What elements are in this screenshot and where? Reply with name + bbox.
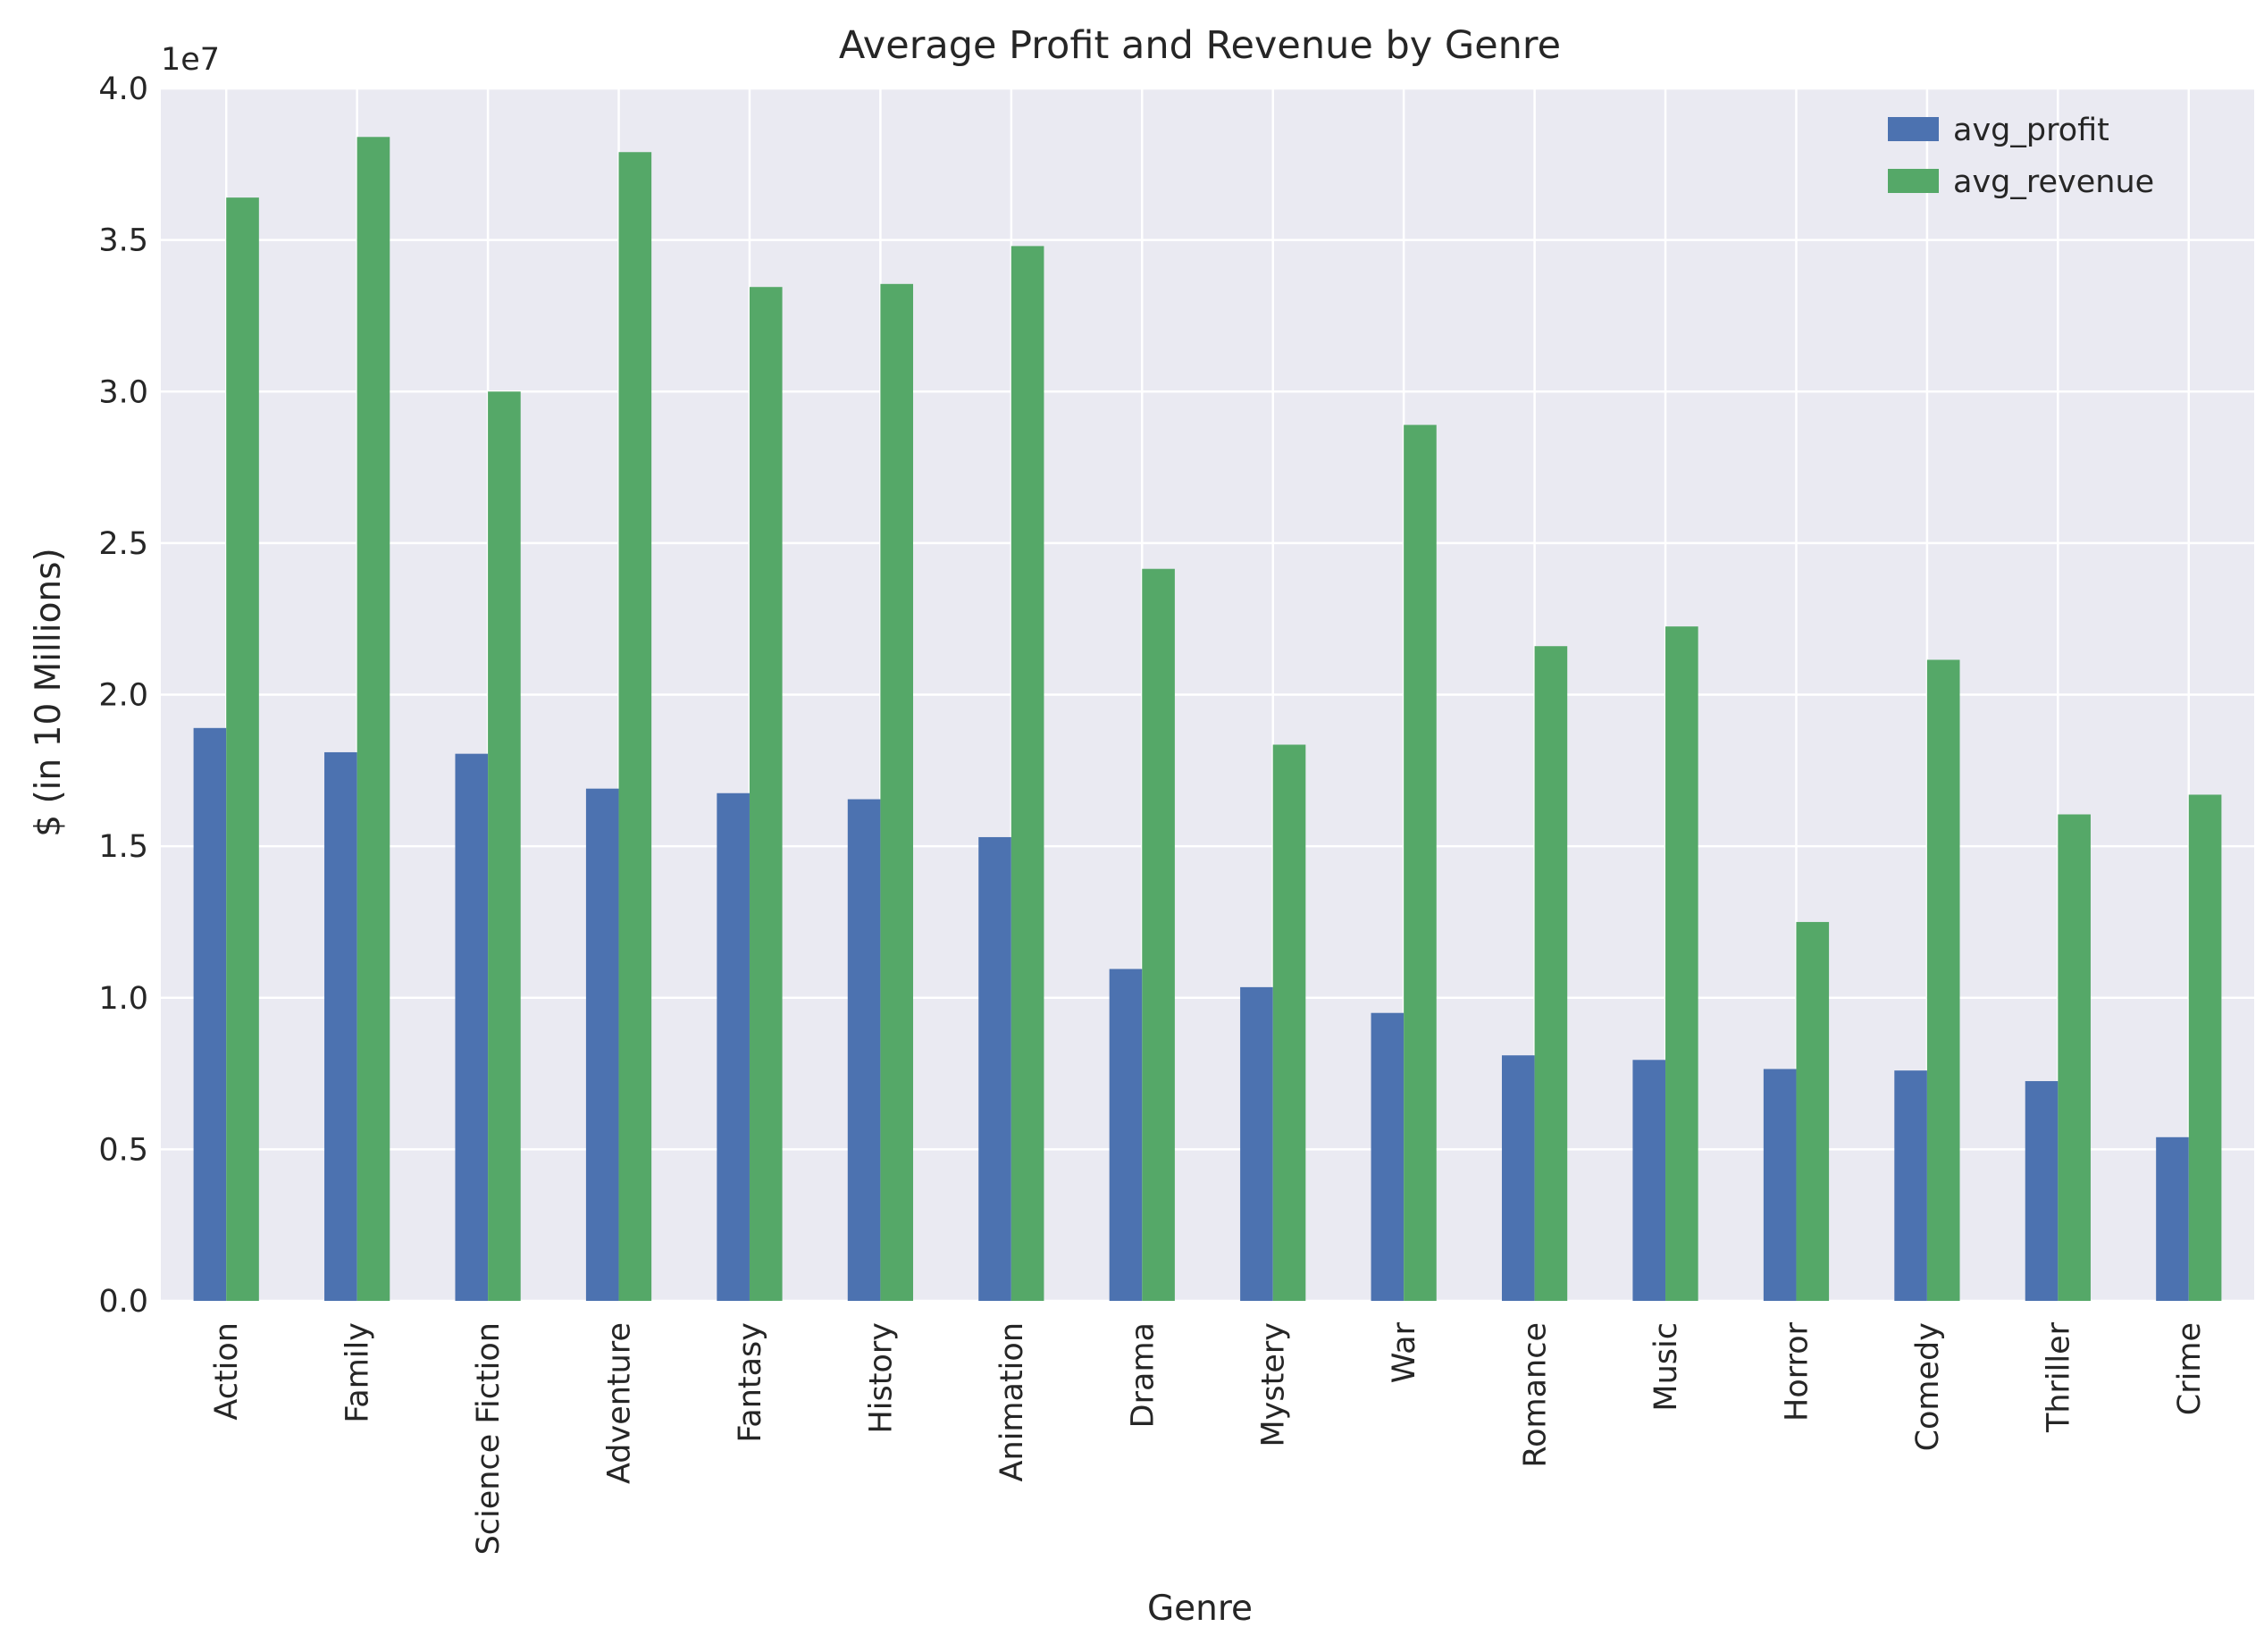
- bar-avg-revenue: [749, 287, 783, 1301]
- y-tick-label: 2.0: [98, 678, 148, 714]
- x-tick-label: Adventure: [602, 1322, 638, 1484]
- legend-label-avg-revenue: avg_revenue: [1953, 164, 2154, 200]
- x-tick-label: Crime: [2172, 1322, 2208, 1415]
- y-tick-label: 2.5: [98, 526, 148, 562]
- bar-avg-revenue: [1272, 744, 1306, 1301]
- y-tick-label: 3.0: [98, 374, 148, 410]
- bar-avg-profit: [847, 799, 881, 1301]
- bar-avg-revenue: [226, 197, 259, 1301]
- bar-avg-revenue: [2188, 794, 2222, 1301]
- bar-avg-revenue: [1142, 568, 1175, 1301]
- legend-swatch-avg-revenue: [1888, 169, 1939, 193]
- bar-avg-revenue: [1665, 626, 1698, 1301]
- bar-avg-profit: [1109, 969, 1143, 1301]
- x-tick-label: Horror: [1779, 1321, 1815, 1421]
- x-tick-label: Science Fiction: [471, 1322, 507, 1555]
- bar-avg-profit: [585, 788, 619, 1301]
- bar-avg-profit: [455, 753, 489, 1301]
- y-tick-label: 3.5: [98, 223, 148, 259]
- x-tick-label: Animation: [994, 1322, 1030, 1481]
- bar-avg-revenue: [618, 152, 652, 1302]
- bar-avg-profit: [2156, 1136, 2189, 1301]
- x-tick-label: Music: [1648, 1322, 1684, 1412]
- x-tick-label: Thriller: [2041, 1321, 2076, 1433]
- bar-avg-profit: [1240, 986, 1273, 1301]
- legend: avg_profit avg_revenue: [1888, 113, 2154, 200]
- bar-avg-profit: [978, 836, 1011, 1301]
- bar-avg-revenue: [1404, 424, 1437, 1301]
- bar-avg-revenue: [356, 137, 390, 1301]
- x-tick-label: Comedy: [1910, 1322, 1946, 1451]
- bar-avg-revenue: [1926, 659, 1960, 1301]
- x-tick-label: War: [1387, 1321, 1422, 1383]
- bar-avg-profit: [1632, 1060, 1666, 1301]
- y-offset-label: 1e7: [161, 42, 220, 78]
- bar-avg-revenue: [880, 283, 914, 1301]
- bar-avg-revenue: [1534, 646, 1568, 1301]
- bars: [193, 137, 2222, 1302]
- bar-avg-profit: [1501, 1055, 1535, 1301]
- x-tick-label: Romance: [1518, 1322, 1554, 1468]
- chart-title: Average Profit and Revenue by Genre: [839, 23, 1561, 68]
- y-tick-label: 0.0: [98, 1284, 148, 1320]
- y-tick-label: 4.0: [98, 71, 148, 107]
- bar-avg-profit: [324, 751, 357, 1301]
- bar-avg-revenue: [488, 391, 521, 1301]
- y-tick-label: 1.0: [98, 981, 148, 1017]
- bar-avg-profit: [193, 727, 227, 1301]
- y-axis-title: $ (in 10 Millions): [29, 548, 69, 837]
- x-tick-label: Fantasy: [733, 1322, 768, 1443]
- legend-swatch-avg-profit: [1888, 117, 1939, 141]
- x-tick-label: Mystery: [1256, 1322, 1292, 1447]
- x-tick-label: Action: [209, 1322, 245, 1421]
- x-tick-label: Drama: [1125, 1322, 1161, 1428]
- y-tick-label: 0.5: [98, 1132, 148, 1168]
- bar-avg-revenue: [2058, 814, 2091, 1301]
- y-tick-label: 1.5: [98, 829, 148, 865]
- x-axis-ticks: Action Family Science Fiction Adventure Fant…: [209, 1321, 2208, 1555]
- legend-label-avg-profit: avg_profit: [1953, 113, 2109, 148]
- y-axis-ticks: 0.0 0.5 1.0 1.5 2.0 2.5 3.0 3.5 4.0: [98, 71, 148, 1320]
- bar-avg-revenue: [1010, 246, 1044, 1301]
- bar-avg-profit: [1371, 1012, 1405, 1301]
- bar-avg-revenue: [1796, 921, 1830, 1301]
- x-tick-label: Family: [340, 1322, 376, 1423]
- bar-avg-profit: [717, 792, 750, 1301]
- x-axis-title: Genre: [1147, 1589, 1253, 1629]
- bar-avg-profit: [1894, 1070, 1927, 1301]
- x-tick-label: History: [863, 1322, 899, 1434]
- bar-avg-profit: [1763, 1069, 1797, 1301]
- bar-avg-profit: [2025, 1081, 2059, 1301]
